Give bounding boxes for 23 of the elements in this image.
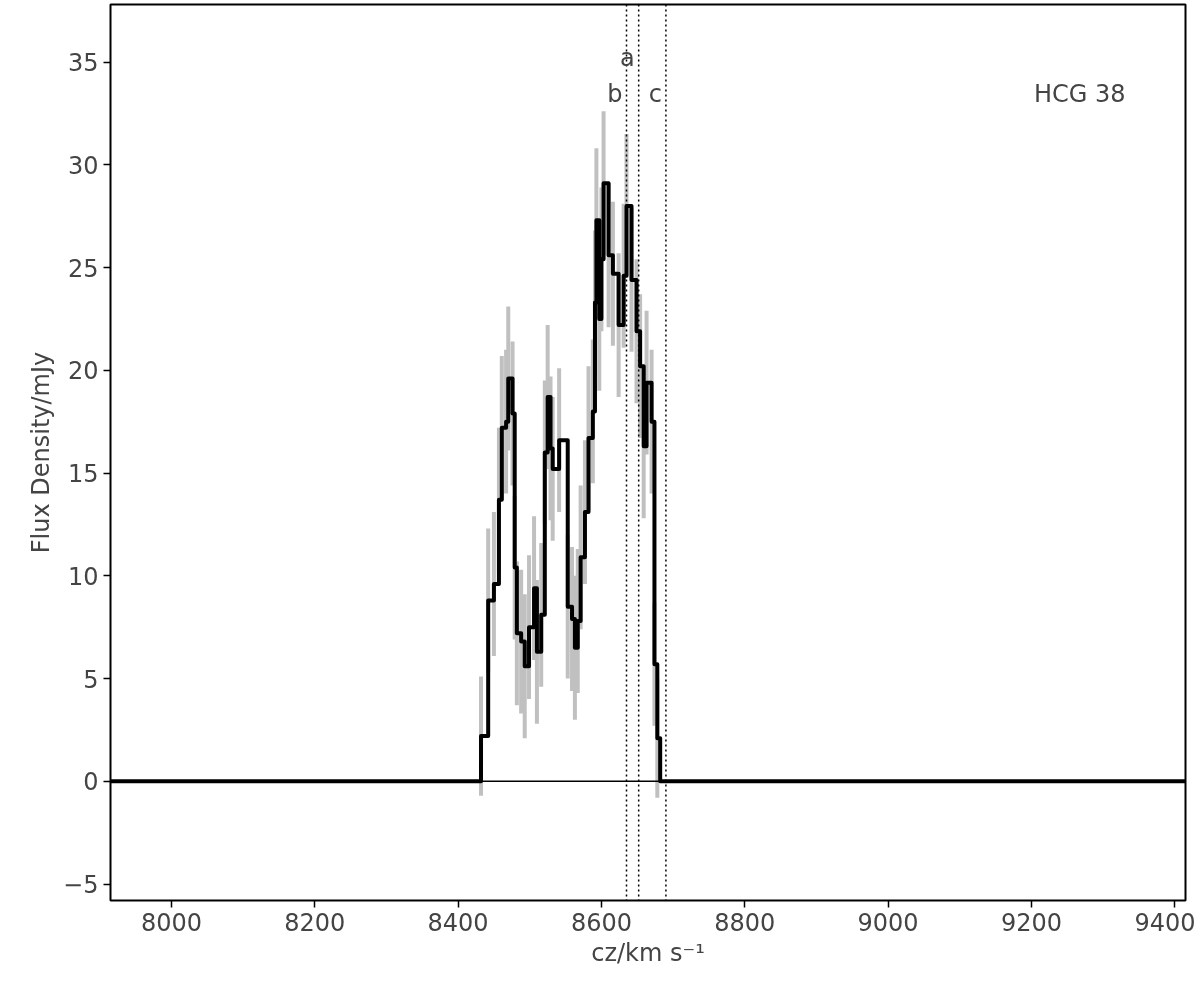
x-axis-title: cz/km s⁻¹ [591, 938, 705, 967]
y-tick-label: 25 [67, 254, 99, 283]
x-tick-label: 8800 [714, 908, 776, 937]
x-tick-label: 9200 [1000, 908, 1062, 937]
x-tick-label: 8600 [570, 908, 632, 937]
annotation: HCG 38 [1033, 80, 1126, 109]
ref-line-label: a [619, 44, 635, 73]
y-tick-label: 5 [83, 665, 99, 694]
x-tick-label: 8000 [140, 908, 202, 937]
y-tick-label: 10 [67, 562, 99, 591]
x-tick-label: 9400 [1134, 908, 1196, 937]
x-tick-label: 8400 [427, 908, 489, 937]
y-tick-label: 35 [67, 49, 99, 78]
y-axis-title: Flux Density/mJy [27, 351, 56, 554]
x-tick-label: 8200 [284, 908, 346, 937]
ref-line-label: b [607, 80, 623, 109]
ref-line-label: c [648, 80, 662, 109]
y-tick-label: 30 [67, 151, 99, 180]
y-tick-label: 0 [83, 768, 99, 797]
y-tick-label: 15 [67, 460, 99, 489]
x-tick-label: 9000 [857, 908, 919, 937]
y-tick-label: −5 [63, 871, 99, 900]
y-tick-label: 20 [67, 357, 99, 386]
